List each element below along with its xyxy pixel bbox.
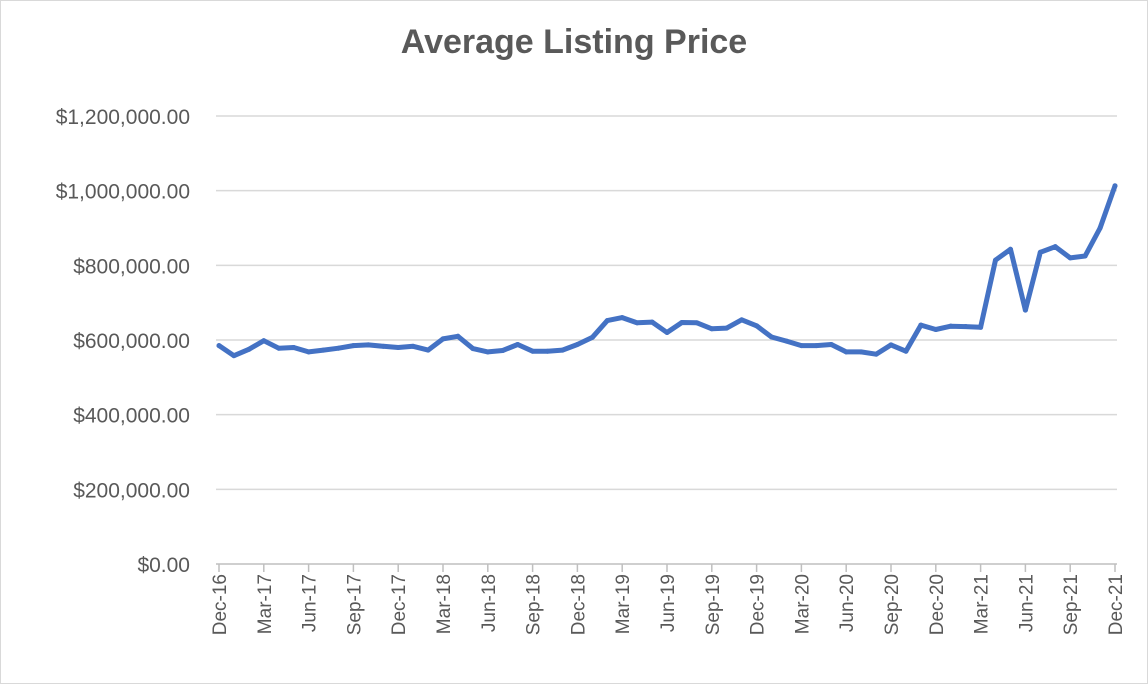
y-tick-label: $800,000.00 (73, 255, 190, 278)
data-point (276, 345, 282, 351)
data-point (321, 347, 327, 353)
data-point (515, 341, 521, 347)
x-tick-label: Jun-20 (837, 574, 858, 632)
x-axis (216, 563, 1117, 572)
data-point (978, 324, 984, 330)
data-point (365, 342, 371, 348)
series-layer (216, 183, 1118, 359)
data-point (485, 349, 491, 355)
data-point (918, 322, 924, 328)
data-point (858, 349, 864, 355)
x-tick-label: Mar-19 (613, 574, 634, 634)
data-point (798, 343, 804, 349)
data-point (604, 318, 610, 324)
x-tick-label: Jun-17 (300, 574, 321, 632)
x-tick-label: Sep-17 (344, 574, 365, 635)
data-point (694, 320, 700, 326)
data-point (1112, 183, 1118, 189)
data-point (783, 338, 789, 344)
y-tick-label: $200,000.00 (73, 479, 190, 502)
data-point (843, 349, 849, 355)
data-point (455, 333, 461, 339)
data-point (828, 341, 834, 347)
data-point (739, 317, 745, 323)
y-axis-tick-labels: $0.00 $200,000.00 $400,000.00 $600,000.00 $8… (56, 106, 190, 577)
gridlines (216, 115, 1117, 491)
data-point (1052, 244, 1058, 250)
data-point (873, 351, 879, 357)
data-point (246, 346, 252, 352)
data-point (559, 347, 565, 353)
x-tick-label: Jun-21 (1016, 574, 1037, 632)
data-point (993, 257, 999, 263)
data-point (963, 324, 969, 330)
x-tick-label: Mar-20 (792, 574, 813, 634)
x-tick-label: Dec-21 (1106, 574, 1127, 635)
data-point (709, 326, 715, 332)
data-point (291, 344, 297, 350)
x-tick-label: Sep-18 (524, 574, 545, 635)
data-point (216, 343, 222, 349)
data-point (440, 336, 446, 342)
y-tick-label: $600,000.00 (73, 330, 190, 353)
x-tick-label: Dec-18 (568, 574, 589, 635)
y-tick-label: $0.00 (137, 554, 190, 577)
data-point (888, 342, 894, 348)
chart-title: Average Listing Price (400, 23, 748, 61)
y-tick-label: $1,200,000.00 (56, 106, 190, 129)
data-point (1067, 255, 1073, 261)
data-point (470, 346, 476, 352)
data-point (545, 348, 551, 354)
data-point (679, 319, 685, 325)
data-point (425, 347, 431, 353)
data-point (933, 327, 939, 333)
data-point (589, 334, 595, 340)
data-point (1082, 253, 1088, 259)
x-tick-label: Mar-17 (255, 574, 276, 634)
data-point (1007, 246, 1013, 252)
data-point (1037, 249, 1043, 255)
x-tick-label: Mar-18 (434, 574, 455, 634)
data-point (948, 323, 954, 329)
x-tick-label: Sep-21 (1061, 574, 1082, 635)
x-tick-label: Dec-17 (389, 574, 410, 635)
data-point (664, 330, 670, 336)
data-point (380, 343, 386, 349)
x-tick-label: Dec-16 (210, 574, 231, 635)
data-point (261, 338, 267, 344)
data-point (1022, 307, 1028, 313)
y-tick-label: $400,000.00 (73, 405, 190, 428)
data-point (306, 349, 312, 355)
data-point (634, 320, 640, 326)
data-point (350, 343, 356, 349)
x-tick-label: Sep-20 (882, 574, 903, 635)
data-point (335, 345, 341, 351)
x-tick-label: Mar-21 (972, 574, 993, 634)
x-tick-label: Dec-19 (748, 574, 769, 635)
data-point (530, 348, 536, 354)
data-point (231, 353, 237, 359)
data-point (574, 341, 580, 347)
data-point (395, 344, 401, 350)
data-point (769, 334, 775, 340)
data-point (754, 323, 760, 329)
x-tick-label: Sep-19 (703, 574, 724, 635)
data-point (1097, 225, 1103, 231)
data-point (410, 343, 416, 349)
data-point (619, 315, 625, 321)
data-point (903, 348, 909, 354)
x-axis-tick-labels: Dec-16 Mar-17 Jun-17 Sep-17 Dec-17 Mar-18 Jun-… (210, 574, 1127, 635)
data-point (500, 347, 506, 353)
data-point (649, 319, 655, 325)
y-tick-label: $1,000,000.00 (56, 181, 190, 204)
x-tick-label: Jun-18 (479, 574, 500, 632)
data-point (813, 343, 819, 349)
x-tick-label: Jun-19 (658, 574, 679, 632)
x-tick-label: Dec-20 (927, 574, 948, 635)
data-point (724, 325, 730, 331)
